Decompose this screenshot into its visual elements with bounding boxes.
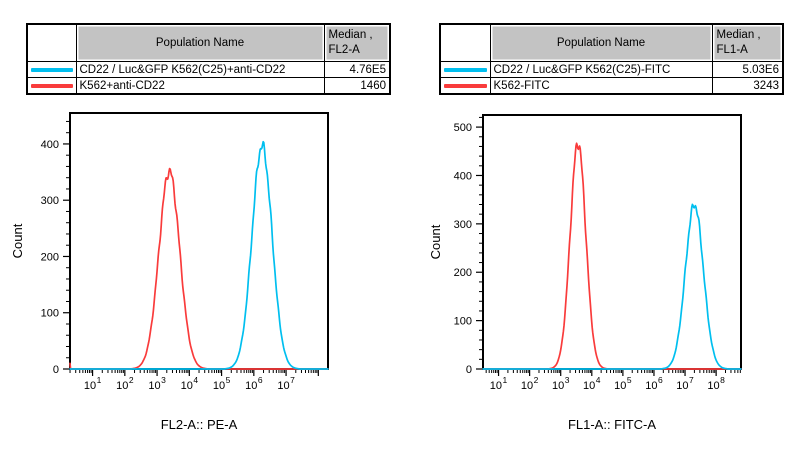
y-tick-label: 400 [41, 139, 59, 151]
flow-histogram-left: 101 102 103 104 105 106 107 0 100 200 300 400 FL2-A:… [10, 112, 329, 432]
x-tick-label: 105 [614, 375, 632, 392]
median-header-line2: FL2-A [328, 44, 360, 56]
table-header-row: Population Name Median , FL1-A [439, 23, 784, 62]
table-row: K562+anti-CD22 1460 [26, 77, 391, 95]
population-name-cell: CD22 / Luc&GFP K562(C25)-FITC [489, 61, 713, 78]
left-population-table: Population Name Median , FL2-A CD22 / Lu… [26, 23, 391, 95]
x-axis: 101 102 103 104 105 106 107 [69, 369, 319, 392]
right-population-table: Population Name Median , FL1-A CD22 / Lu… [439, 23, 784, 95]
population-name-header: Population Name [489, 23, 713, 62]
median-value-cell: 5.03E6 [711, 61, 784, 78]
x-tick-label: 103 [552, 375, 570, 392]
median-value-cell: 4.76E5 [323, 61, 391, 78]
median-header-line2: FL1-A [716, 44, 748, 56]
y-tick-label: 100 [41, 308, 59, 320]
x-tick-label: 101 [490, 375, 508, 392]
x-tick-label: 102 [521, 375, 539, 392]
plot-border [69, 112, 329, 370]
y-tick-label: 300 [41, 195, 59, 207]
x-axis-title: FL1-A:: FITC-A [568, 417, 656, 432]
x-tick-label: 104 [181, 375, 199, 392]
plot-border [482, 114, 742, 370]
median-value-cell: 3243 [711, 77, 784, 95]
x-axis: 101 102 103 104 105 106 107 108 [485, 369, 741, 392]
x-tick-label: 107 [277, 375, 295, 392]
y-axis-title: Count [428, 224, 443, 259]
x-tick-label: 107 [676, 375, 694, 392]
swatch-cell [26, 77, 77, 95]
cyan-series-swatch [31, 67, 73, 72]
y-axis: 0 100 200 300 400 [41, 120, 70, 376]
population-name-cell: K562-FITC [489, 77, 713, 95]
table-row: CD22 / Luc&GFP K562(C25)+anti-CD22 4.76E… [26, 61, 391, 78]
left-chart-panel: Population Name Median , FL2-A CD22 / Lu… [10, 23, 391, 432]
x-tick-label: 101 [84, 375, 102, 392]
y-tick-label: 300 [454, 219, 472, 231]
y-tick-label: 400 [454, 170, 472, 182]
series-curve-1 [69, 140, 329, 370]
x-tick-label: 102 [116, 375, 134, 392]
flow-histogram-right: 101 102 103 104 105 106 107 108 0 100 200 300 400 500… [428, 114, 742, 432]
red-series-swatch [444, 83, 487, 88]
y-axis: 0 100 200 300 400 500 [454, 116, 483, 376]
x-tick-label: 108 [707, 375, 725, 392]
median-header: Median , FL1-A [711, 23, 784, 62]
y-tick-label: 200 [41, 251, 59, 263]
x-axis-title: FL2-A:: PE-A [161, 417, 238, 432]
table-row: CD22 / Luc&GFP K562(C25)-FITC 5.03E6 [439, 61, 784, 78]
y-tick-label: 100 [454, 316, 472, 328]
x-tick-label: 103 [148, 375, 166, 392]
red-series-swatch [31, 83, 73, 88]
cyan-series-swatch [444, 67, 487, 72]
x-tick-label: 106 [645, 375, 663, 392]
x-tick-label: 104 [583, 375, 601, 392]
y-axis-title: Count [10, 223, 25, 258]
series-curve-1 [482, 203, 742, 370]
table-row: K562-FITC 3243 [439, 77, 784, 95]
y-tick-label: 0 [53, 364, 59, 376]
right-chart-panel: Population Name Median , FL1-A CD22 / Lu… [406, 0, 812, 453]
y-tick-label: 200 [454, 267, 472, 279]
series-curve-0 [69, 167, 329, 370]
median-value-cell: 1460 [323, 77, 391, 95]
population-name-cell: K562+anti-CD22 [75, 77, 325, 95]
x-tick-label: 106 [245, 375, 263, 392]
median-header-line1: Median , [328, 29, 373, 41]
y-tick-label: 500 [454, 122, 472, 134]
population-name-cell: CD22 / Luc&GFP K562(C25)+anti-CD22 [75, 61, 325, 78]
y-tick-label: 0 [466, 364, 472, 376]
x-tick-label: 105 [213, 375, 231, 392]
median-header-line1: Median , [716, 29, 761, 41]
median-header: Median , FL2-A [323, 23, 391, 62]
